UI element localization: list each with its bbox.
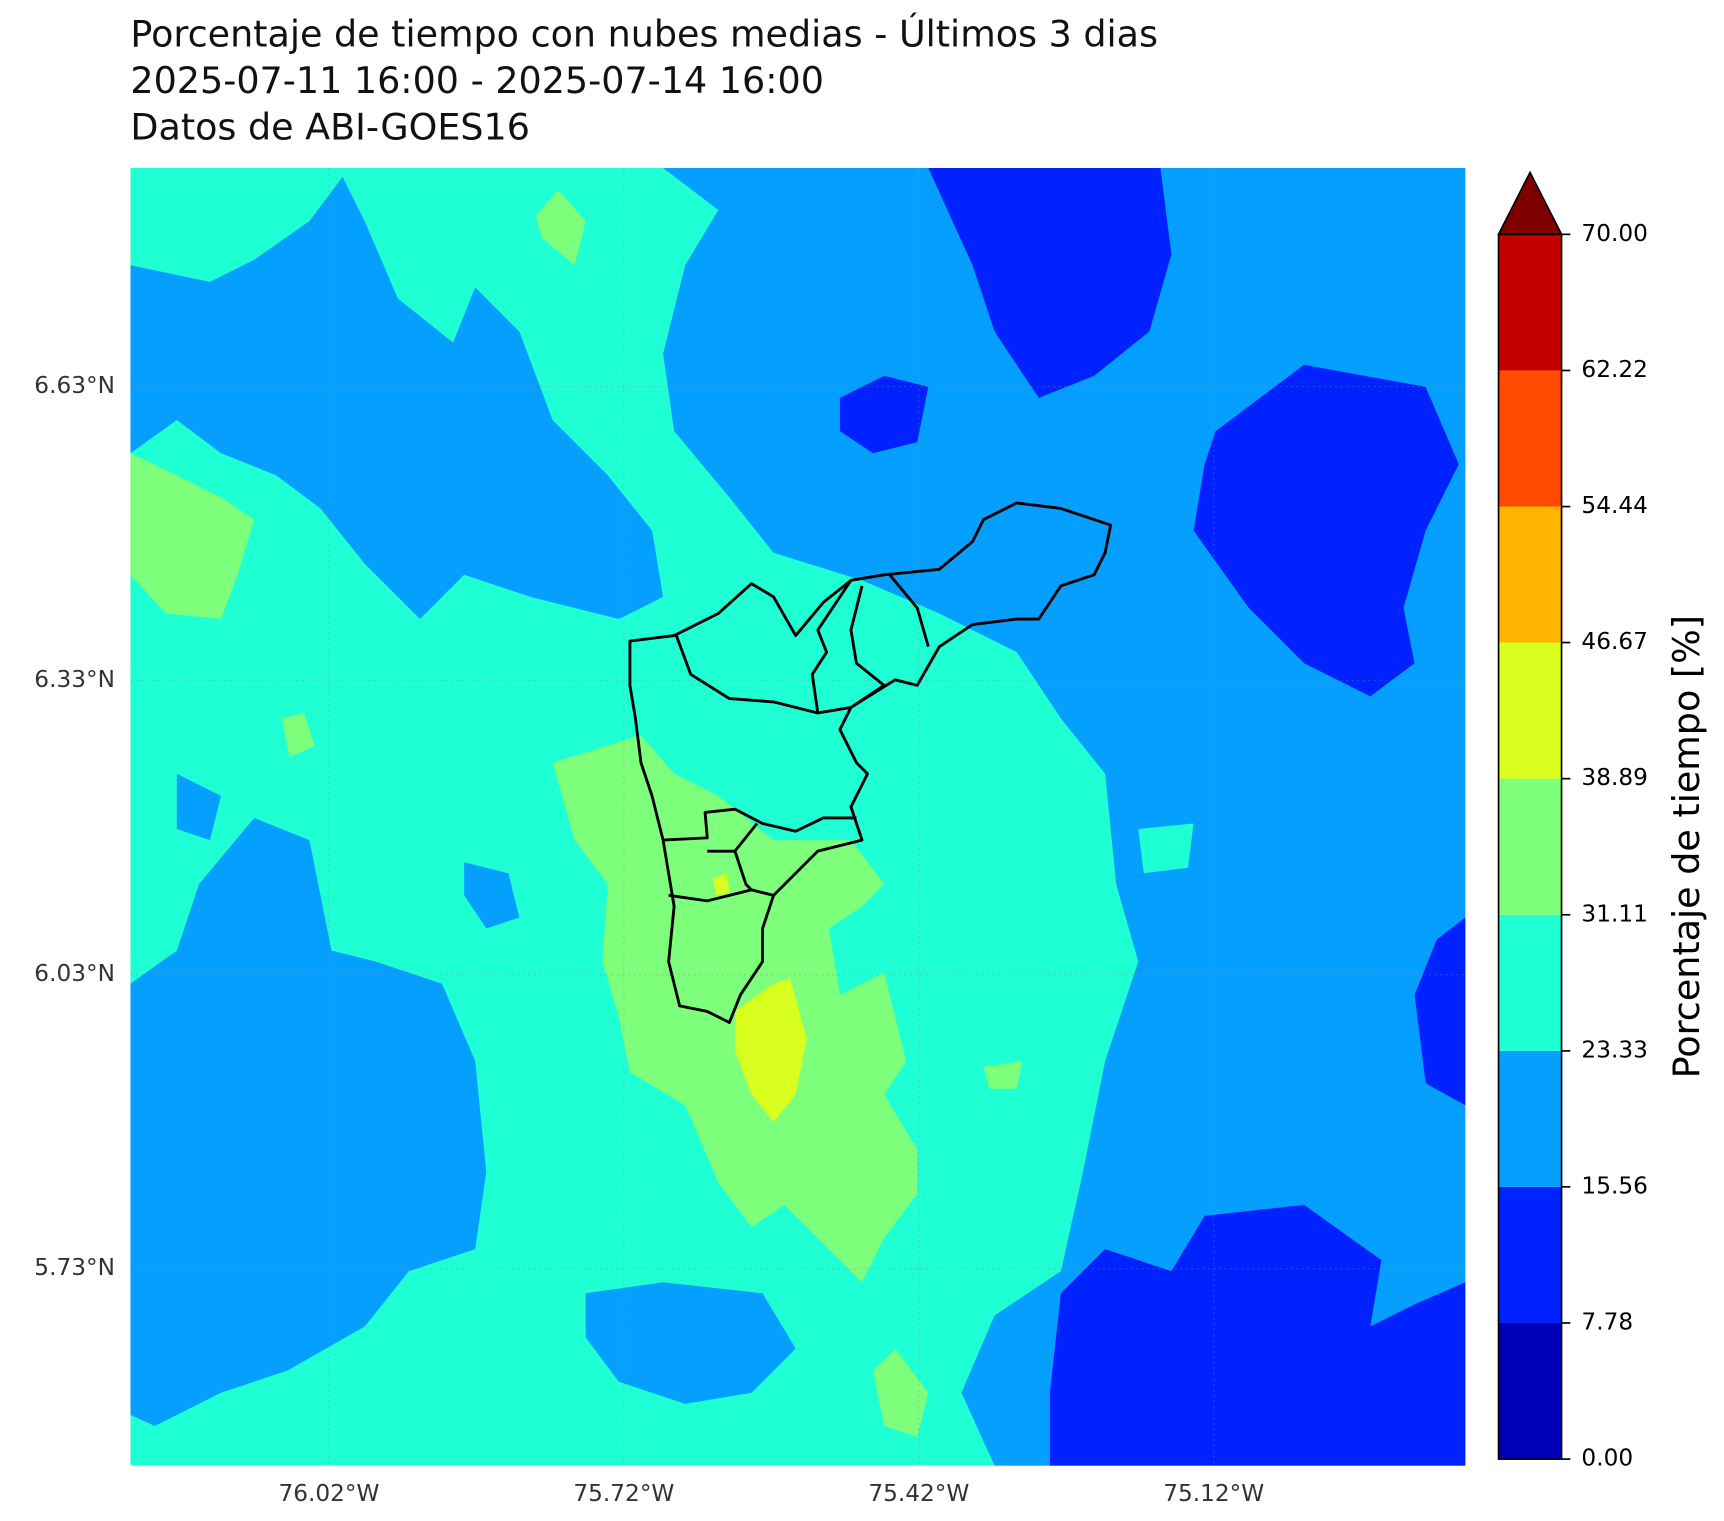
x-tick-label: 76.02°W: [278, 1480, 379, 1507]
contour-fill: [734, 978, 807, 1122]
contour-fill: [1049, 1204, 1466, 1466]
colorbar-segment: [1498, 642, 1562, 779]
boundary: [888, 573, 930, 648]
colorbar-label: Porcentaje de tiempo [%]: [1665, 615, 1708, 1078]
contour-fill: [1193, 364, 1459, 697]
colorbar-segment: [1498, 1186, 1562, 1323]
colorbar-tick-label: 0.00: [1581, 1445, 1633, 1472]
colorbar-tick-label: 7.78: [1581, 1308, 1633, 1335]
contour-fill: [130, 817, 487, 1426]
contour-fill: [1138, 823, 1194, 874]
boundary: [817, 585, 886, 715]
y-tick-label: 6.33°N: [34, 666, 115, 693]
contour-fill: [1414, 917, 1466, 1106]
contour-fill: [839, 375, 929, 454]
colorbar-segment: [1498, 778, 1562, 915]
colorbar-segment: [1498, 914, 1562, 1051]
contour-fill: [983, 1061, 1023, 1089]
colorbar-tick-label: 70.00: [1581, 220, 1647, 247]
colorbar-extension: [1497, 170, 1563, 236]
colorbar-segment: [1498, 1322, 1562, 1460]
boundary: [628, 501, 1113, 1024]
contour-fill: [130, 176, 664, 620]
contour-fill: [535, 190, 586, 266]
boundary: [733, 850, 753, 891]
colorbar-tick-label: 38.89: [1581, 764, 1647, 791]
title-line: 2025-07-11 16:00 - 2025-07-14 16:00: [130, 59, 824, 102]
contour-fill: [873, 1348, 929, 1437]
colorbar-segment: [1498, 234, 1562, 371]
colorbar-tick-label: 31.11: [1581, 900, 1647, 927]
contour-fill: [464, 862, 520, 929]
x-tick-label: 75.12°W: [1163, 1480, 1264, 1507]
colorbar-tick-label: 46.67: [1581, 628, 1647, 655]
contour-map: [130, 168, 1466, 1466]
colorbar-frame: [1497, 233, 1563, 1460]
contour-fill: [928, 168, 1172, 398]
y-tick-label: 6.03°N: [34, 960, 115, 987]
colorbar-segment: [1498, 1050, 1562, 1187]
contour-fill: [712, 873, 730, 896]
contour-fill: [176, 773, 222, 841]
boundary: [668, 888, 774, 903]
y-tick-label: 5.73°N: [34, 1254, 115, 1281]
colorbar-segment: [1498, 506, 1562, 643]
boundary: [663, 807, 857, 842]
contour-fill: [130, 453, 255, 620]
colorbar-tick-label: 54.44: [1581, 492, 1647, 519]
contour-fill: [585, 1282, 796, 1404]
title-line: Datos de ABI-GOES16: [130, 105, 530, 148]
colorbar-tick-label: 23.33: [1581, 1036, 1647, 1063]
x-tick-label: 75.42°W: [868, 1480, 969, 1507]
colorbar-tick-label: 62.22: [1581, 356, 1647, 383]
colorbar-tick-label: 15.56: [1581, 1172, 1647, 1199]
colorbar-segment: [1498, 370, 1562, 507]
x-tick-label: 75.72°W: [573, 1480, 674, 1507]
title-line: Porcentaje de tiempo con nubes medias - …: [130, 11, 1158, 55]
y-tick-label: 6.63°N: [34, 372, 115, 399]
contour-fill: [281, 712, 315, 758]
